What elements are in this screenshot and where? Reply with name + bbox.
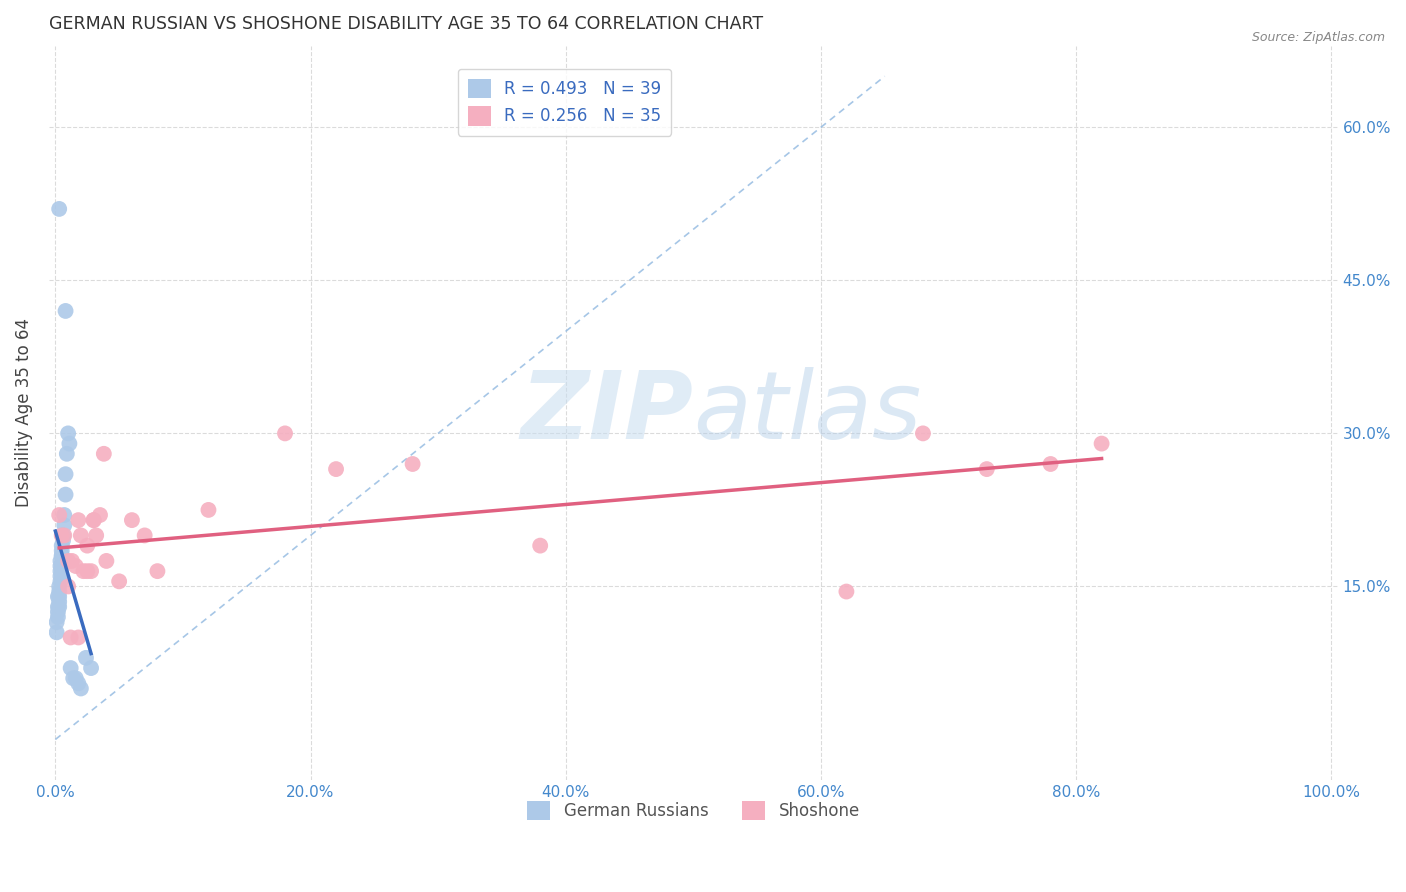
Point	[65, 559, 87, 574]
Point	[401, 457, 423, 471]
Point	[65, 671, 87, 685]
Point	[976, 462, 998, 476]
Point	[53, 518, 76, 533]
Point	[48, 202, 70, 216]
Point	[51, 539, 73, 553]
Point	[76, 564, 98, 578]
Point	[67, 631, 90, 645]
Point	[48, 584, 70, 599]
Point	[835, 584, 858, 599]
Point	[46, 605, 69, 619]
Point	[80, 661, 103, 675]
Point	[83, 513, 105, 527]
Point	[49, 559, 72, 574]
Point	[51, 559, 73, 574]
Point	[55, 487, 77, 501]
Point	[274, 426, 297, 441]
Point	[53, 508, 76, 522]
Text: atlas: atlas	[693, 368, 921, 458]
Point	[48, 599, 70, 614]
Point	[96, 554, 118, 568]
Point	[46, 610, 69, 624]
Point	[134, 528, 156, 542]
Point	[56, 426, 79, 441]
Y-axis label: Disability Age 35 to 64: Disability Age 35 to 64	[15, 318, 32, 508]
Point	[49, 574, 72, 589]
Point	[52, 528, 75, 542]
Text: ZIP: ZIP	[520, 367, 693, 459]
Point	[56, 447, 79, 461]
Point	[52, 533, 75, 548]
Point	[325, 462, 347, 476]
Point	[62, 671, 84, 685]
Point	[84, 528, 107, 542]
Point	[48, 595, 70, 609]
Point	[46, 599, 69, 614]
Point	[108, 574, 131, 589]
Point	[80, 564, 103, 578]
Point	[70, 528, 93, 542]
Point	[48, 508, 70, 522]
Point	[48, 590, 70, 604]
Point	[93, 447, 115, 461]
Point	[49, 564, 72, 578]
Point	[49, 554, 72, 568]
Point	[55, 304, 77, 318]
Point	[1090, 436, 1112, 450]
Point	[67, 513, 90, 527]
Point	[46, 590, 69, 604]
Point	[67, 676, 90, 690]
Point	[146, 564, 169, 578]
Point	[60, 554, 83, 568]
Point	[58, 436, 80, 450]
Point	[51, 549, 73, 563]
Point	[75, 651, 97, 665]
Point	[55, 467, 77, 482]
Point	[51, 543, 73, 558]
Point	[45, 625, 67, 640]
Point	[53, 528, 76, 542]
Point	[48, 579, 70, 593]
Point	[76, 539, 98, 553]
Point	[72, 564, 94, 578]
Point	[45, 615, 67, 629]
Point	[51, 528, 73, 542]
Point	[89, 508, 111, 522]
Point	[59, 661, 82, 675]
Point	[49, 569, 72, 583]
Legend: German Russians, Shoshone: German Russians, Shoshone	[520, 795, 866, 827]
Point	[56, 579, 79, 593]
Point	[70, 681, 93, 696]
Point	[529, 539, 551, 553]
Point	[911, 426, 934, 441]
Point	[121, 513, 143, 527]
Point	[51, 549, 73, 563]
Text: Source: ZipAtlas.com: Source: ZipAtlas.com	[1251, 31, 1385, 45]
Text: GERMAN RUSSIAN VS SHOSHONE DISABILITY AGE 35 TO 64 CORRELATION CHART: GERMAN RUSSIAN VS SHOSHONE DISABILITY AG…	[49, 15, 763, 33]
Point	[56, 554, 79, 568]
Point	[59, 631, 82, 645]
Point	[83, 513, 105, 527]
Point	[1039, 457, 1062, 471]
Point	[197, 503, 219, 517]
